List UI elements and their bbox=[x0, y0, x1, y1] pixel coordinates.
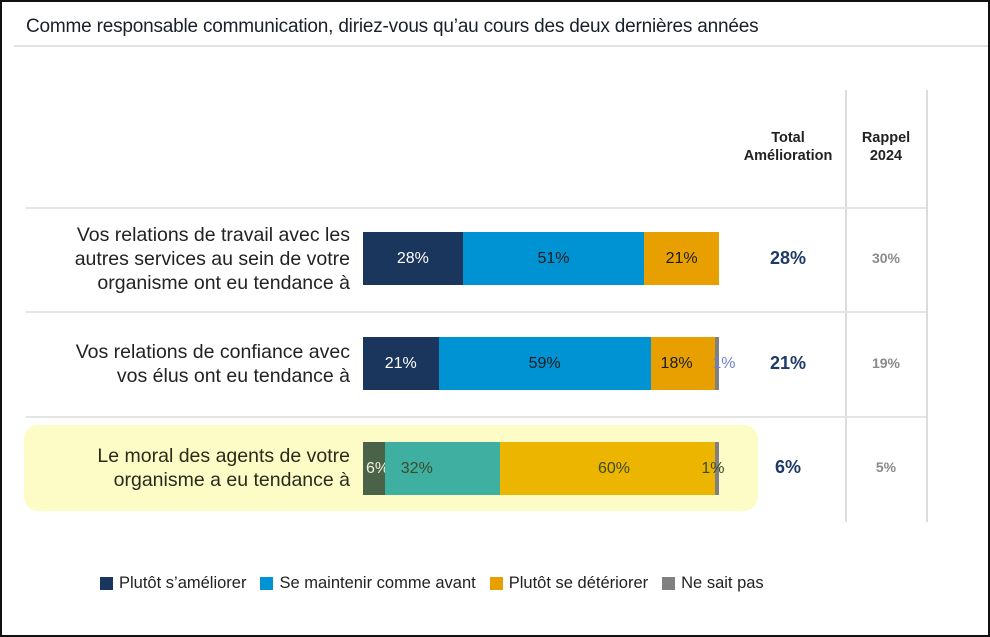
segment-value-label: 60% bbox=[597, 459, 630, 477]
segment-ne-sait-pas bbox=[715, 337, 719, 390]
segment-maintenir bbox=[462, 232, 645, 285]
row-divider-2 bbox=[26, 311, 926, 313]
header-rappel-2024: Rappel 2024 bbox=[848, 129, 924, 165]
legend-swatch bbox=[489, 577, 503, 590]
row-label: Vos relations de travail avec les autres … bbox=[75, 223, 350, 295]
row-label: Le moral des agents de votre organisme a … bbox=[97, 444, 350, 492]
row-divider-3 bbox=[26, 416, 926, 418]
stacked-bar: 21% 59% 18% 1% bbox=[363, 337, 736, 390]
chart-title: Comme responsable communication, diriez-… bbox=[26, 16, 759, 37]
legend-item-ameliorer: Plutôt s’améliorer bbox=[100, 574, 246, 593]
header-total-line2: Amélioration bbox=[743, 148, 833, 164]
segment-value-label: 59% bbox=[528, 354, 561, 372]
header-total-amelioration: Total Amélioration bbox=[732, 129, 844, 165]
segment-ne-sait-pas bbox=[715, 442, 719, 495]
rappel-2024-value: 5% bbox=[875, 459, 897, 475]
segment-value-label: 21% bbox=[665, 249, 698, 267]
legend-swatch bbox=[100, 577, 113, 590]
row-label-line: Vos relations de travail avec les bbox=[76, 224, 350, 246]
row-label-line: vos élus ont eu tendance à bbox=[116, 365, 350, 387]
stacked-bar: 6% 32% 60% 1% bbox=[363, 442, 725, 495]
title-divider bbox=[14, 45, 988, 47]
legend-label: Ne sait pas bbox=[681, 574, 764, 592]
column-divider-left bbox=[845, 90, 847, 522]
segment-deteriorer bbox=[644, 232, 719, 285]
row-label-line: Vos relations de confiance avec bbox=[75, 341, 350, 363]
row-label-line: autres services au sein de votre bbox=[74, 248, 350, 270]
header-rappel-line1: Rappel bbox=[861, 130, 911, 146]
segment-value-label: 1% bbox=[712, 354, 736, 372]
rappel-2024-value: 30% bbox=[871, 250, 901, 266]
segment-deteriorer bbox=[499, 442, 716, 495]
segment-value-label: 32% bbox=[400, 459, 433, 477]
segment-deteriorer bbox=[650, 337, 716, 390]
legend-swatch bbox=[260, 577, 274, 590]
legend-label: Plutôt s’améliorer bbox=[119, 574, 247, 592]
segment-value-label: 1% bbox=[701, 459, 725, 477]
row-divider-1 bbox=[26, 207, 926, 209]
total-amelioration-value: 28% bbox=[769, 248, 807, 268]
legend-label: Plutôt se détériorer bbox=[508, 574, 649, 592]
row-label-line: organisme a eu tendance à bbox=[113, 469, 350, 491]
header-rappel-line2: 2024 bbox=[869, 148, 903, 164]
segment-ameliorer bbox=[363, 442, 385, 495]
legend-item-maintenir: Se maintenir comme avant bbox=[260, 574, 476, 593]
row-label: Vos relations de confiance avec vos élus … bbox=[76, 340, 350, 388]
legend-swatch bbox=[662, 577, 676, 590]
segment-ameliorer bbox=[363, 337, 439, 390]
segment-value-label: 21% bbox=[384, 354, 417, 372]
rappel-2024-value: 19% bbox=[871, 355, 901, 371]
segment-value-label: 6% bbox=[366, 459, 390, 477]
legend: Plutôt s’améliorer Se maintenir comme ava… bbox=[100, 574, 764, 593]
row-label-line: organisme ont eu tendance à bbox=[97, 272, 350, 294]
segment-value-label: 28% bbox=[396, 249, 429, 267]
segment-ameliorer bbox=[363, 232, 463, 285]
column-divider-right bbox=[926, 90, 928, 522]
segment-maintenir bbox=[384, 442, 500, 495]
legend-item-deteriorer: Plutôt se détériorer bbox=[489, 574, 649, 593]
segment-maintenir bbox=[438, 337, 651, 390]
stacked-bar: 28% 51% 21% bbox=[363, 232, 719, 285]
segment-value-label: 51% bbox=[537, 249, 570, 267]
header-total-line1: Total bbox=[771, 130, 805, 146]
legend-label: Se maintenir comme avant bbox=[279, 574, 476, 592]
row-label-line: Le moral des agents de votre bbox=[97, 445, 350, 467]
total-amelioration-value: 6% bbox=[774, 457, 801, 477]
legend-item-nsp: Ne sait pas bbox=[662, 574, 764, 593]
segment-value-label: 18% bbox=[660, 354, 693, 372]
total-amelioration-value: 21% bbox=[769, 353, 807, 373]
